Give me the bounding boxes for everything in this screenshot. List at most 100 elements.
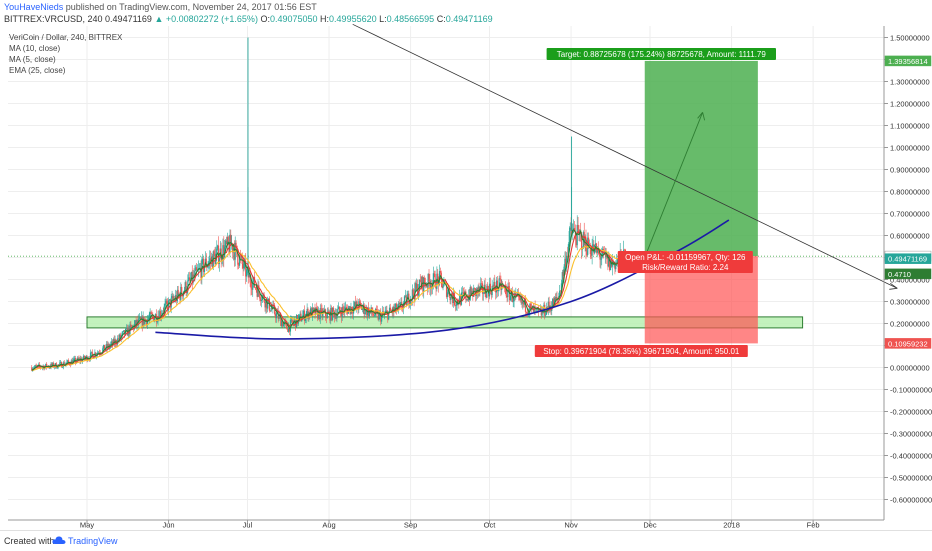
candle-body bbox=[437, 273, 439, 278]
candle-body bbox=[459, 295, 462, 305]
candle-body bbox=[420, 282, 422, 287]
candle-body bbox=[74, 358, 76, 359]
candle-body bbox=[203, 266, 206, 272]
candle-body bbox=[91, 351, 93, 354]
candle-body bbox=[430, 285, 432, 289]
candle-body bbox=[304, 317, 306, 321]
time-axis[interactable]: May Jun Jul Aug Sep Oct Nov Dec 2018 Feb bbox=[8, 519, 884, 530]
candle-body bbox=[487, 285, 489, 289]
candle-body bbox=[106, 344, 108, 348]
projection-arrow[interactable] bbox=[644, 112, 704, 258]
candle-body bbox=[149, 312, 151, 317]
projection-arrowhead bbox=[697, 112, 706, 121]
candle-body bbox=[139, 317, 142, 320]
target-zone[interactable] bbox=[644, 60, 758, 257]
candle-body bbox=[199, 267, 201, 269]
candle-body bbox=[150, 312, 152, 314]
candle-body bbox=[280, 315, 282, 327]
candle-body bbox=[110, 341, 113, 345]
candle-body bbox=[281, 321, 283, 327]
author-link[interactable]: YouHaveNieds bbox=[4, 2, 64, 12]
candle-body bbox=[58, 364, 60, 366]
candle-body bbox=[243, 261, 245, 269]
candle-body bbox=[512, 301, 514, 303]
price-label: 0.4710 bbox=[888, 270, 911, 279]
candle-body bbox=[60, 362, 62, 363]
candle-body bbox=[95, 352, 97, 356]
trend-line[interactable] bbox=[352, 23, 898, 289]
x-tick-label: Jul bbox=[243, 521, 253, 530]
low-value: 0.48566595 bbox=[386, 14, 435, 24]
legend-item: MA (5, close) bbox=[9, 55, 56, 64]
candle-body bbox=[306, 308, 308, 314]
candle-body bbox=[246, 269, 248, 277]
candle-body bbox=[506, 295, 508, 298]
candle-body bbox=[68, 362, 71, 365]
candle-body bbox=[266, 299, 268, 309]
candle-body bbox=[103, 344, 106, 351]
candle-body bbox=[439, 271, 442, 273]
candle-body bbox=[615, 262, 617, 270]
candle-body bbox=[412, 289, 414, 295]
y-tick-label: 1.30000000 bbox=[890, 78, 930, 87]
candle-body bbox=[278, 315, 280, 319]
pnl-label: Risk/Reward Ratio: 2.24 bbox=[642, 263, 729, 272]
candle-body bbox=[125, 327, 128, 329]
candle-body bbox=[562, 272, 564, 277]
candle-body bbox=[385, 310, 387, 312]
x-tick-label: Aug bbox=[322, 521, 335, 530]
candle-body bbox=[110, 344, 112, 346]
price-axis[interactable]: 1.500000001.400000001.300000001.20000000… bbox=[883, 26, 932, 520]
candle-body bbox=[373, 314, 375, 316]
candle-body bbox=[489, 283, 491, 292]
footer: Created with TradingView bbox=[0, 530, 932, 551]
candle-body bbox=[523, 301, 525, 305]
candle-body bbox=[90, 351, 92, 353]
candle-body bbox=[167, 300, 170, 311]
candle-body bbox=[161, 313, 164, 315]
legend-item: EMA (25, close) bbox=[9, 66, 66, 75]
candle-body bbox=[337, 309, 339, 314]
candle-body bbox=[419, 279, 421, 283]
candle-body bbox=[117, 338, 120, 340]
candle-body bbox=[52, 363, 54, 366]
candle-body bbox=[210, 258, 212, 261]
candle-body bbox=[592, 244, 594, 249]
candle-body bbox=[547, 301, 549, 311]
candle-body bbox=[251, 288, 253, 290]
candle-body bbox=[395, 303, 397, 309]
candle-body bbox=[452, 297, 454, 303]
candle-body bbox=[167, 303, 169, 311]
y-tick-label: 1.10000000 bbox=[890, 122, 930, 131]
candle-body bbox=[388, 307, 391, 312]
candle-body bbox=[552, 298, 555, 306]
candle-body bbox=[477, 286, 479, 293]
candle-body bbox=[250, 282, 252, 289]
target-label-box bbox=[546, 48, 777, 60]
support-zone[interactable] bbox=[86, 316, 804, 329]
tradingview-brand[interactable]: TradingView bbox=[68, 536, 118, 546]
candle-body bbox=[257, 285, 259, 297]
candle-body bbox=[299, 313, 301, 315]
close-value: 0.49471169 bbox=[445, 14, 493, 24]
candle-body bbox=[455, 305, 457, 306]
candle-body bbox=[136, 319, 138, 326]
candle-body bbox=[527, 312, 529, 314]
candle-body bbox=[171, 296, 173, 298]
candle-body bbox=[457, 299, 459, 304]
candle-body bbox=[272, 304, 274, 309]
candle-body bbox=[608, 255, 610, 267]
price-chart[interactable]: VeriCoin / Dollar, 240, BITTREX MA (10, c… bbox=[0, 0, 932, 530]
candle-body bbox=[554, 297, 556, 300]
candle-body bbox=[493, 281, 495, 287]
candle-body bbox=[148, 316, 150, 319]
candle-body bbox=[505, 288, 507, 296]
candle-body bbox=[345, 306, 348, 309]
candle-body bbox=[360, 302, 362, 306]
candle-body bbox=[78, 358, 80, 360]
close-label: C: bbox=[436, 14, 446, 24]
candle-body bbox=[290, 319, 292, 321]
candle-body bbox=[355, 301, 357, 307]
candle-body bbox=[258, 285, 260, 293]
candle-body bbox=[208, 261, 210, 265]
